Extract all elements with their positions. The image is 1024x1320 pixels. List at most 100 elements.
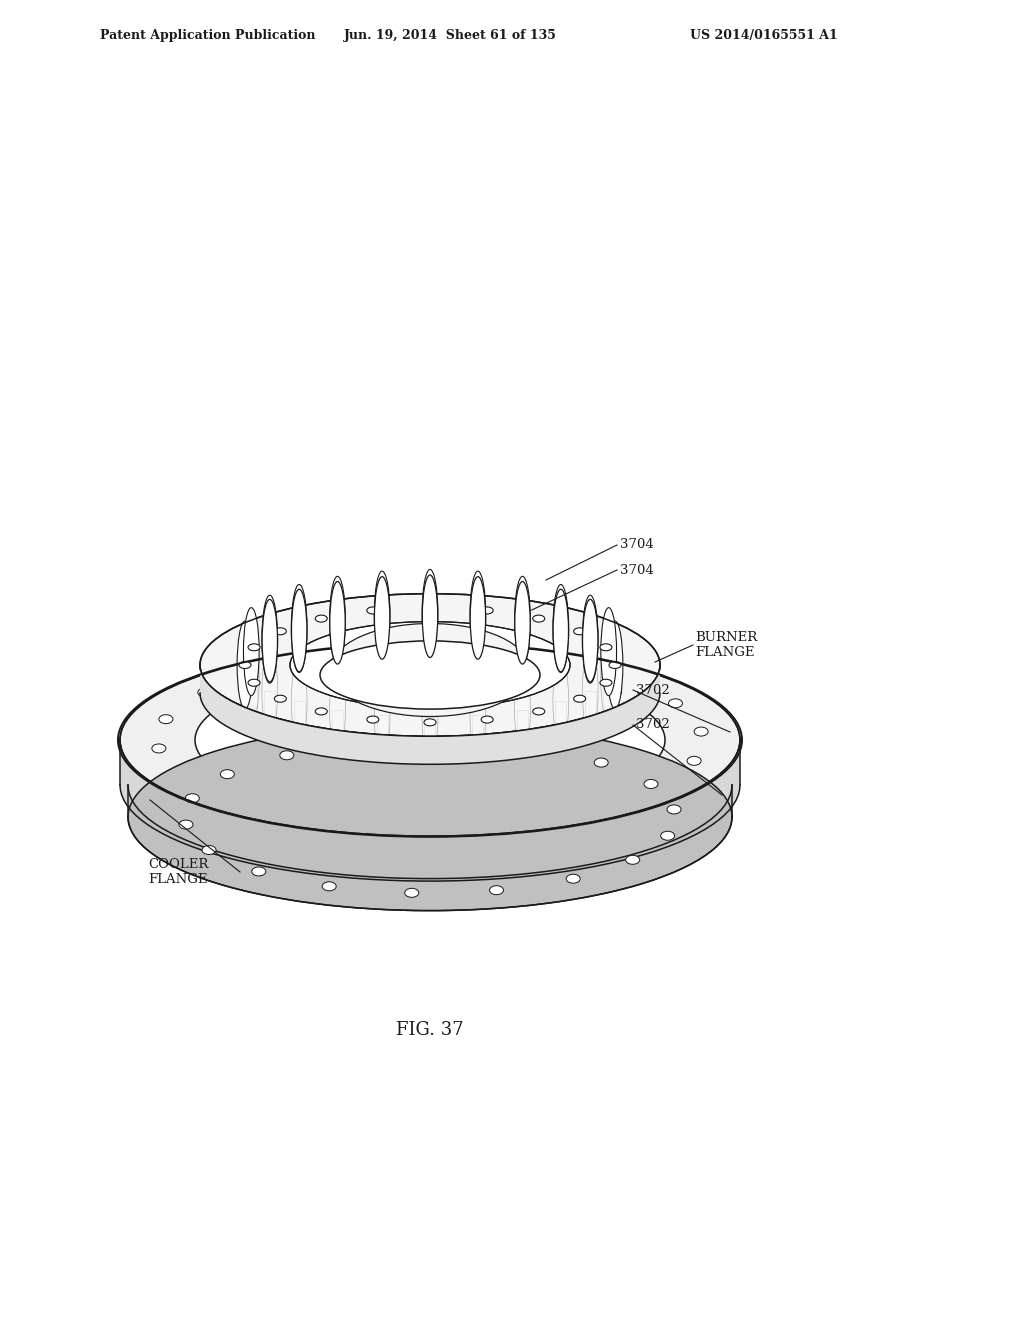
Ellipse shape bbox=[315, 708, 328, 715]
Ellipse shape bbox=[262, 647, 278, 735]
Ellipse shape bbox=[586, 663, 595, 665]
Ellipse shape bbox=[604, 677, 613, 680]
Ellipse shape bbox=[333, 642, 342, 645]
Ellipse shape bbox=[609, 661, 621, 668]
Ellipse shape bbox=[517, 642, 527, 645]
Ellipse shape bbox=[356, 739, 371, 748]
Ellipse shape bbox=[489, 886, 504, 895]
Polygon shape bbox=[555, 631, 566, 652]
Ellipse shape bbox=[374, 572, 390, 659]
Ellipse shape bbox=[517, 642, 527, 645]
Ellipse shape bbox=[240, 692, 250, 694]
Polygon shape bbox=[332, 623, 343, 643]
Ellipse shape bbox=[315, 615, 328, 622]
Ellipse shape bbox=[232, 796, 247, 805]
Ellipse shape bbox=[535, 659, 549, 668]
Polygon shape bbox=[425, 616, 435, 636]
Text: BURNER
FLANGE: BURNER FLANGE bbox=[695, 631, 758, 659]
Ellipse shape bbox=[319, 642, 540, 709]
Ellipse shape bbox=[586, 721, 595, 723]
Ellipse shape bbox=[441, 737, 456, 746]
Ellipse shape bbox=[185, 793, 200, 803]
Polygon shape bbox=[264, 640, 275, 664]
Ellipse shape bbox=[159, 714, 173, 723]
Ellipse shape bbox=[244, 607, 259, 696]
Ellipse shape bbox=[515, 577, 530, 664]
Ellipse shape bbox=[473, 636, 483, 639]
Text: 3702: 3702 bbox=[636, 718, 670, 731]
Polygon shape bbox=[377, 715, 388, 748]
Polygon shape bbox=[517, 620, 528, 643]
Ellipse shape bbox=[179, 820, 193, 829]
Ellipse shape bbox=[262, 595, 278, 684]
Ellipse shape bbox=[333, 642, 342, 645]
Ellipse shape bbox=[556, 651, 566, 653]
Ellipse shape bbox=[583, 599, 598, 682]
Ellipse shape bbox=[244, 635, 259, 722]
Polygon shape bbox=[517, 710, 528, 743]
Polygon shape bbox=[332, 710, 343, 743]
Polygon shape bbox=[585, 639, 596, 664]
Ellipse shape bbox=[582, 804, 596, 813]
Ellipse shape bbox=[377, 636, 387, 639]
Ellipse shape bbox=[422, 576, 437, 657]
Ellipse shape bbox=[556, 651, 566, 653]
Polygon shape bbox=[377, 615, 388, 638]
Polygon shape bbox=[120, 741, 740, 880]
Ellipse shape bbox=[515, 665, 530, 754]
Ellipse shape bbox=[292, 589, 307, 672]
Ellipse shape bbox=[291, 585, 307, 672]
Polygon shape bbox=[517, 623, 528, 643]
Ellipse shape bbox=[330, 623, 530, 717]
Text: FIG. 37: FIG. 37 bbox=[396, 1020, 464, 1039]
Ellipse shape bbox=[607, 620, 623, 709]
Ellipse shape bbox=[248, 680, 260, 686]
Polygon shape bbox=[240, 665, 251, 693]
Ellipse shape bbox=[443, 651, 458, 660]
Ellipse shape bbox=[515, 582, 530, 664]
Text: 3704: 3704 bbox=[620, 564, 653, 577]
Text: Jun. 19, 2014  Sheet 61 of 135: Jun. 19, 2014 Sheet 61 of 135 bbox=[344, 29, 556, 41]
Ellipse shape bbox=[422, 673, 438, 760]
Ellipse shape bbox=[198, 688, 212, 697]
Ellipse shape bbox=[367, 607, 379, 614]
Polygon shape bbox=[425, 614, 435, 636]
Ellipse shape bbox=[586, 663, 595, 665]
Ellipse shape bbox=[120, 644, 740, 836]
Ellipse shape bbox=[323, 882, 336, 891]
Ellipse shape bbox=[294, 651, 304, 653]
Ellipse shape bbox=[600, 680, 612, 686]
Ellipse shape bbox=[556, 733, 566, 735]
Ellipse shape bbox=[220, 770, 234, 779]
Ellipse shape bbox=[294, 733, 304, 735]
Ellipse shape bbox=[481, 607, 494, 614]
Ellipse shape bbox=[265, 663, 274, 665]
Ellipse shape bbox=[152, 744, 166, 752]
Ellipse shape bbox=[524, 743, 538, 752]
Ellipse shape bbox=[583, 595, 598, 684]
Ellipse shape bbox=[425, 634, 435, 638]
Ellipse shape bbox=[248, 644, 260, 651]
Polygon shape bbox=[425, 717, 435, 750]
Polygon shape bbox=[603, 678, 614, 708]
Ellipse shape bbox=[517, 741, 527, 744]
Ellipse shape bbox=[294, 651, 304, 653]
Ellipse shape bbox=[532, 708, 545, 715]
Ellipse shape bbox=[470, 577, 485, 659]
Polygon shape bbox=[609, 665, 621, 693]
Polygon shape bbox=[603, 652, 614, 678]
Polygon shape bbox=[555, 628, 566, 652]
Ellipse shape bbox=[601, 635, 616, 722]
Ellipse shape bbox=[374, 671, 390, 759]
Polygon shape bbox=[377, 618, 388, 638]
Polygon shape bbox=[246, 652, 257, 678]
Polygon shape bbox=[472, 618, 483, 638]
Ellipse shape bbox=[311, 813, 325, 821]
Ellipse shape bbox=[195, 667, 665, 813]
Ellipse shape bbox=[470, 671, 485, 759]
Ellipse shape bbox=[594, 758, 608, 767]
Ellipse shape bbox=[330, 665, 345, 754]
Ellipse shape bbox=[473, 636, 483, 639]
Ellipse shape bbox=[424, 605, 436, 611]
Ellipse shape bbox=[128, 723, 732, 911]
